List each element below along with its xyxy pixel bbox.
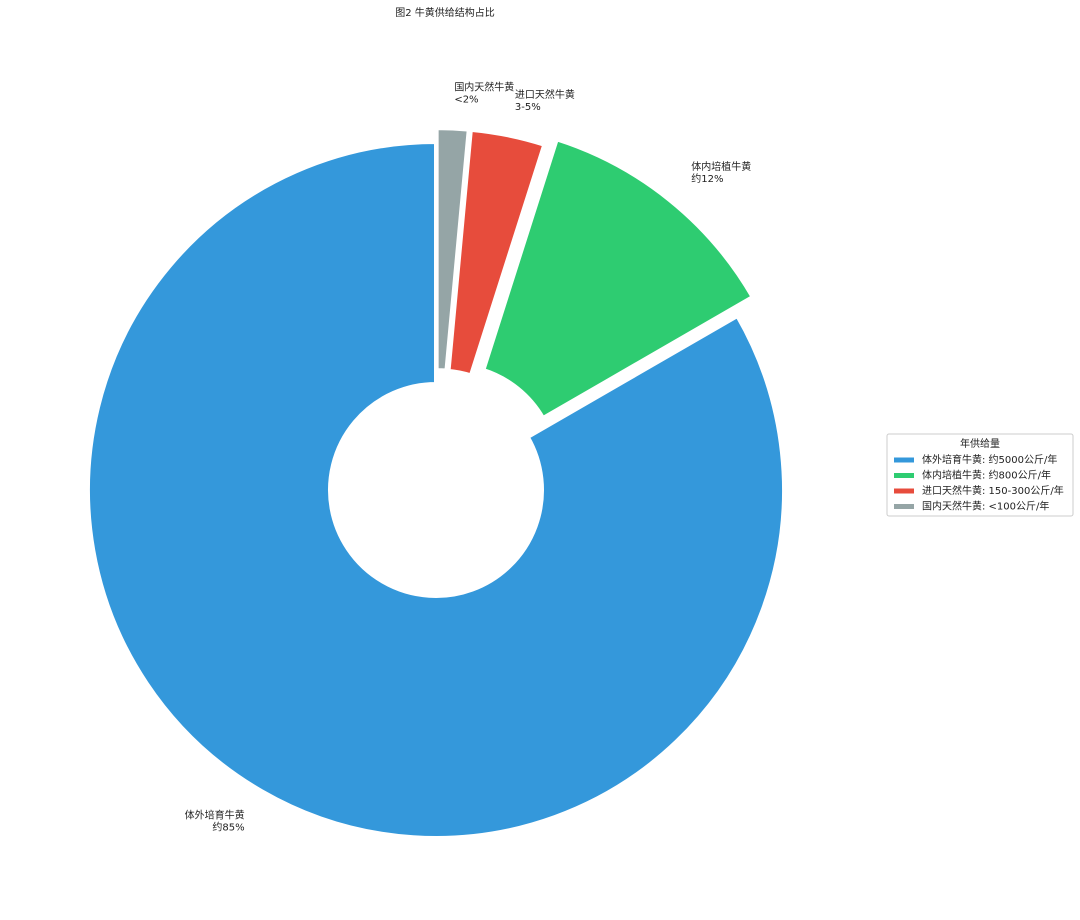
legend-swatch [894, 488, 914, 494]
slice-value-label: <2% [454, 95, 478, 106]
legend-label: 国内天然牛黄: <100公斤/年 [922, 500, 1049, 513]
slice [434, 126, 471, 373]
slice-label: 体内培植牛黄 [691, 160, 751, 173]
chart-title: 图2 牛黄供给结构占比 [395, 6, 495, 19]
slice-label: 体外培育牛黄 [185, 809, 245, 822]
legend-swatch [894, 473, 914, 478]
legend-swatch [894, 457, 914, 463]
slice-label: 国内天然牛黄 [454, 81, 514, 94]
legend-box [886, 433, 1074, 517]
legend-label: 进口天然牛黄: 150-300公斤/年 [922, 484, 1064, 497]
slice-label: 进口天然牛黄 [515, 88, 575, 101]
slice [446, 127, 547, 378]
slice [480, 136, 756, 421]
slice-value-label: 3-5% [515, 102, 541, 113]
slice-value-label: 约12% [691, 172, 723, 185]
slice [86, 139, 786, 840]
legend-label: 体外培育牛黄: 约5000公斤/年 [922, 453, 1057, 466]
legend-label: 体内培植牛黄: 约800公斤/年 [922, 469, 1051, 482]
legend-swatch [894, 504, 914, 509]
legend-title: 年供给量 [960, 437, 1000, 450]
slice-value-label: 约85% [212, 821, 244, 834]
